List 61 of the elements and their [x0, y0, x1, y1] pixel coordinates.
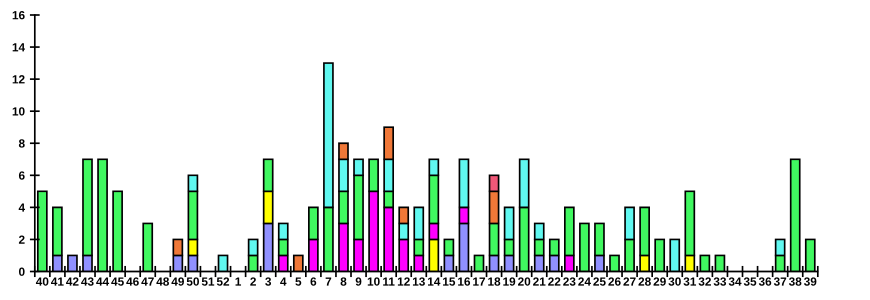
x-tick-label: 52	[216, 277, 230, 286]
x-tick-label: 25	[593, 277, 606, 286]
x-tick-label: 16	[458, 277, 470, 286]
x-tick-label: 34	[728, 277, 742, 286]
x-tick-label: 24	[578, 277, 591, 286]
x-tick-label: 31	[684, 277, 696, 286]
x-tick-label: 2	[250, 277, 256, 286]
x-tick-label: 9	[356, 277, 362, 286]
x-tick-label: 43	[81, 277, 94, 286]
x-tick-label: 45	[111, 277, 124, 286]
x-tick-label: 40	[36, 277, 48, 286]
x-tick-label: 22	[548, 277, 560, 286]
y-tick-label: 0	[18, 268, 25, 276]
x-tick-label: 48	[156, 277, 169, 286]
x-tick-label: 17	[473, 277, 486, 286]
x-tick-label: 5	[295, 277, 302, 286]
x-tick-label: 28	[638, 277, 651, 286]
y-tick-label: 6	[18, 171, 25, 180]
x-tick-label: 19	[503, 277, 516, 286]
x-tick-label: 11	[383, 277, 395, 286]
x-tick-label: 36	[758, 277, 772, 286]
x-tick-label: 30	[668, 277, 681, 286]
x-tick-label: 26	[608, 277, 621, 286]
x-tick-label: 6	[310, 277, 316, 286]
x-tick-label: 23	[563, 277, 576, 286]
x-tick-label: 4	[280, 277, 286, 286]
x-tick-label: 32	[698, 277, 711, 286]
x-tick-label: 39	[804, 277, 816, 286]
x-tick-label: 8	[340, 277, 346, 286]
x-tick-label: 50	[186, 277, 199, 286]
x-tick-label: 12	[398, 277, 410, 286]
y-tick-label: 10	[12, 107, 25, 116]
x-tick-label: 44	[96, 277, 110, 286]
x-tick-label: 15	[443, 277, 456, 286]
x-tick-label: 10	[368, 277, 380, 286]
x-tick-label: 1	[236, 277, 242, 286]
y-tick-label: 12	[12, 75, 25, 84]
x-tick-label: 41	[51, 277, 64, 286]
x-tick-label: 49	[171, 277, 184, 286]
x-tick-label: 7	[326, 277, 332, 286]
y-tick-label: 14	[12, 43, 26, 52]
x-tick-label: 29	[654, 277, 666, 286]
x-tick-label: 37	[774, 277, 786, 286]
x-tick-label: 47	[141, 277, 154, 286]
x-tick-label: 35	[744, 277, 756, 286]
y-tick-label: 4	[18, 204, 26, 212]
x-tick-label: 33	[714, 277, 726, 286]
x-tick-label: 13	[412, 277, 425, 286]
y-tick-label: 16	[12, 11, 25, 20]
x-tick-label: 21	[533, 277, 546, 286]
x-tick-label: 3	[265, 277, 272, 286]
y-tick-label: 8	[18, 139, 25, 148]
y-tick-label: 2	[18, 235, 25, 244]
x-tick-label: 42	[66, 277, 79, 286]
x-tick-label: 51	[202, 277, 214, 286]
x-tick-label: 46	[126, 277, 139, 286]
x-tick-label: 20	[518, 277, 530, 286]
x-tick-label: 14	[428, 277, 440, 286]
x-tick-label: 18	[488, 277, 500, 286]
x-tick-label: 38	[788, 277, 802, 286]
x-tick-label: 27	[623, 277, 636, 286]
